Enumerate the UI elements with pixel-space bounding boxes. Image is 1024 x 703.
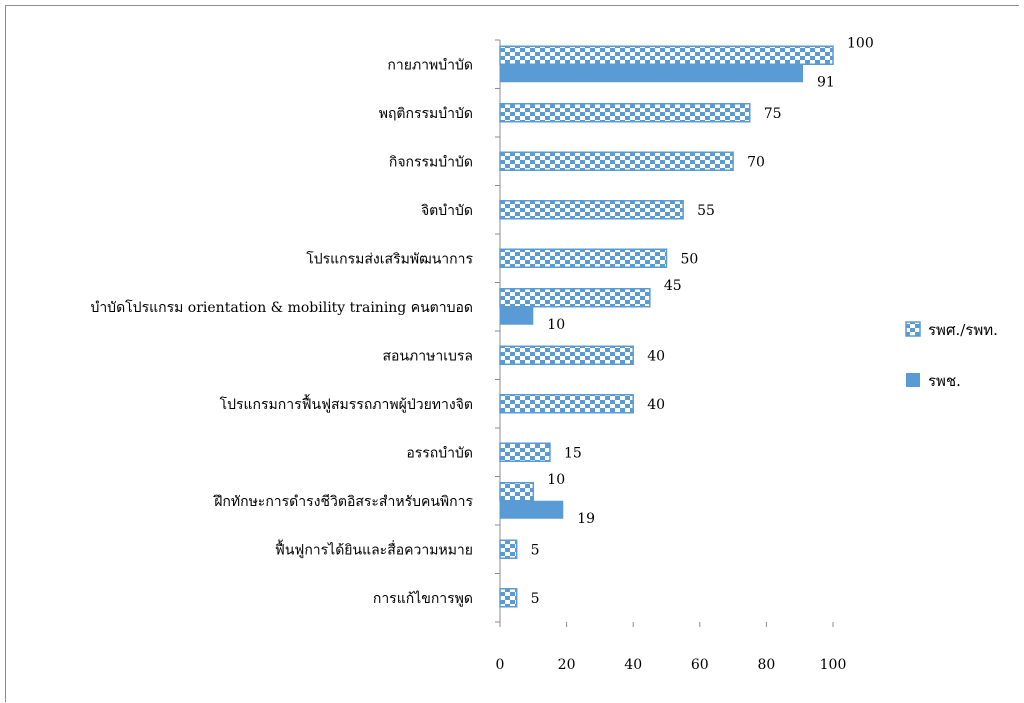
x-tick-label: 40 (624, 657, 642, 673)
value-label-series-1: 15 (564, 445, 582, 461)
axes: 0 20 40 60 80 100 (495, 39, 847, 673)
value-label-series-1: 40 (647, 348, 665, 364)
value-label-series-1: 50 (681, 251, 699, 267)
value-label-series-1: 5 (531, 591, 540, 607)
x-tick-label: 0 (496, 657, 505, 673)
legend-swatch-series-2 (906, 373, 920, 387)
bar-series-1 (499, 442, 551, 462)
legend-label-series-1: รพศ./รพท. (928, 321, 998, 339)
category-label: บำบัดโปรแกรม orientation & mobility trai… (90, 299, 473, 316)
bars (499, 45, 834, 608)
bar-series-1 (499, 288, 651, 308)
category-label: อรรถบำบัด (406, 445, 473, 461)
value-label-series-1: 40 (647, 397, 665, 413)
bar-series-1 (499, 200, 684, 220)
value-label-series-1: 70 (747, 154, 765, 170)
bar-series-1 (499, 45, 834, 65)
value-label-series-2: 91 (817, 74, 835, 90)
bar-series-1 (499, 394, 634, 414)
legend: รพศ./รพท. รพช. (905, 321, 998, 390)
value-label-series-2: 10 (547, 317, 565, 333)
category-label: สอนภาษาเบรล (383, 348, 473, 364)
category-label: กายภาพบำบัด (387, 57, 473, 73)
value-label-series-1: 55 (697, 203, 715, 219)
bar-series-1 (499, 151, 734, 171)
value-label-series-2: 19 (577, 511, 595, 527)
category-label: ฝึกทักษะการดำรงชีวิตอิสระสำหรับคนพิการ (213, 494, 474, 510)
category-label: การแก้ไขการพูด (373, 590, 473, 607)
value-label-series-1: 10 (547, 472, 565, 488)
bar-series-1 (499, 588, 518, 608)
bar-series-1 (499, 103, 751, 123)
bar-series-2 (500, 306, 534, 325)
value-label-series-1: 100 (847, 35, 874, 51)
category-label: โปรแกรมส่งเสริมพัฒนาการ (306, 250, 473, 267)
x-tick-label: 80 (757, 657, 775, 673)
bar-series-1 (499, 539, 518, 559)
legend-label-series-2: รพช. (928, 372, 961, 390)
labels: กายภาพบำบัด 100 91 พฤติกรรมบำบัด 75 กิจกรรมบำ… (90, 35, 873, 607)
value-label-series-1: 45 (664, 278, 682, 294)
bar-series-1 (499, 482, 535, 502)
x-tick-label: 100 (820, 657, 847, 673)
category-label: กิจกรรมบำบัด (389, 154, 473, 170)
category-label: จิตบำบัด (421, 203, 473, 219)
x-tick-label: 60 (691, 657, 709, 673)
bar-series-2 (500, 64, 804, 83)
value-label-series-1: 75 (764, 106, 782, 122)
bar-series-1 (499, 345, 634, 365)
chart-frame (5, 5, 1019, 702)
value-label-series-1: 5 (531, 542, 540, 558)
category-label: โปรแกรมการฟื้นฟูสมรรถภาพผู้ป่วยทางจิต (220, 394, 473, 413)
bar-series-1 (499, 248, 668, 268)
x-tick-label: 20 (558, 657, 576, 673)
category-label: ฟื้นฟูการได้ยินและสื่อความหมาย (275, 539, 473, 558)
category-label: พฤติกรรมบำบัด (379, 106, 473, 122)
bar-series-2 (500, 500, 564, 519)
legend-swatch-series-1 (905, 321, 921, 337)
